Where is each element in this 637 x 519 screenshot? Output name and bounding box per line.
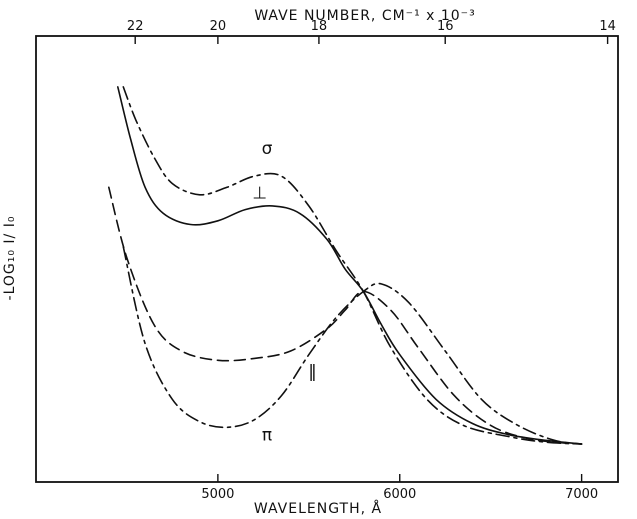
curve-sigma: [122, 86, 583, 445]
curve-perpendicular: [117, 86, 583, 445]
x2-tick-label: 18: [311, 19, 328, 34]
x-tick-label: 7000: [565, 487, 598, 502]
label-pi: π: [262, 425, 272, 445]
x-tick-label: 5000: [201, 487, 234, 502]
plot-frame: [35, 35, 619, 483]
x-axis-label: WAVELENGTH, Å: [254, 500, 382, 517]
x-tick-label: 6000: [383, 487, 416, 502]
x-axis-bottom: 5000 6000 7000: [201, 474, 598, 502]
curve-annotations: σ ⊥ ‖ π: [252, 139, 316, 445]
x2-tick-label: 14: [599, 19, 616, 34]
x2-axis-label: WAVE NUMBER, CM⁻¹ x 10⁻³: [254, 8, 475, 24]
y-axis-label: -LOG₁₀ I/ I₀: [2, 216, 18, 301]
x2-tick-label: 22: [127, 19, 144, 34]
x2-tick-label: 16: [437, 19, 454, 34]
curves: [108, 86, 583, 445]
label-sigma: σ: [262, 139, 273, 159]
curve-pi: [122, 246, 583, 445]
label-perpendicular: ⊥: [252, 183, 267, 203]
label-parallel: ‖: [308, 362, 317, 382]
curve-parallel: [108, 186, 583, 445]
x-axis-top: 22 20 18 16 14: [127, 19, 616, 44]
x2-tick-label: 20: [210, 19, 227, 34]
